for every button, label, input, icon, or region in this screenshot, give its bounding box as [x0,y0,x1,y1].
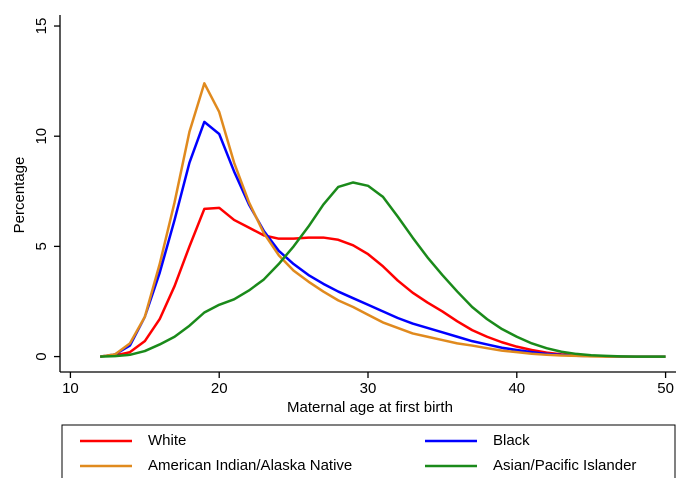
y-tick-label: 15 [33,18,50,35]
legend-label: American Indian/Alaska Native [148,457,352,474]
x-tick-label: 20 [211,380,228,397]
y-tick-label: 0 [33,352,50,360]
line-series [99,82,666,358]
x-tick-label: 10 [62,380,79,397]
y-tick-label: 10 [33,128,50,145]
x-axis-label: Maternal age at first birth [287,399,453,416]
legend-box [61,424,676,478]
legend-label: Asian/Pacific Islander [493,457,636,474]
line-series [100,206,666,358]
x-tick-label: 50 [657,380,674,397]
legend-label: Black [493,432,530,449]
line-series [100,181,666,358]
x-tick-label: 30 [360,380,377,397]
y-axis-label: Percentage [11,157,28,234]
y-tick-label: 5 [33,242,50,250]
legend-label: White [148,432,186,449]
x-tick-label: 40 [508,380,525,397]
